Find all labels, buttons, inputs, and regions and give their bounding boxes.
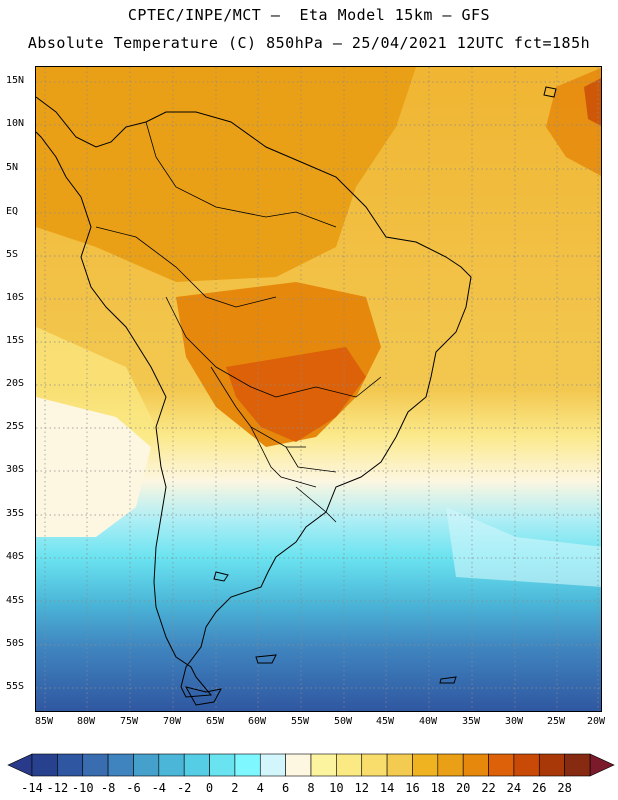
legend-tick-label: 4 xyxy=(257,781,264,795)
legend-tick-label: 8 xyxy=(307,781,314,795)
lat-label: 20S xyxy=(6,378,25,389)
lat-label: 35S xyxy=(6,508,25,519)
legend-swatch xyxy=(310,753,337,777)
legend-swatch xyxy=(336,753,363,777)
legend-swatch xyxy=(412,753,439,777)
lon-label: 70W xyxy=(162,716,182,727)
pale-zone-pacific xyxy=(36,397,151,537)
hot-zone-east-atlantic xyxy=(584,78,601,126)
legend-tick-label: 14 xyxy=(380,781,394,795)
legend-swatch xyxy=(183,753,210,777)
legend-tick-label: -10 xyxy=(72,781,94,795)
lat-label: 45S xyxy=(6,595,25,606)
lon-label: 65W xyxy=(205,716,225,727)
legend-tick-label: -14 xyxy=(21,781,43,795)
model-title: CPTEC/INPE/MCT – Eta Model 15km – GFS xyxy=(127,6,491,24)
legend-tick-label: 26 xyxy=(532,781,546,795)
legend-tick-label: 28 xyxy=(557,781,571,795)
legend-swatch xyxy=(361,753,388,777)
lon-label: 75W xyxy=(119,716,139,727)
legend-swatch xyxy=(462,753,489,777)
lon-label: 60W xyxy=(247,716,267,727)
field-title: Absolute Temperature (C) 850hPa – 25/04/… xyxy=(27,34,591,52)
lon-label: 35W xyxy=(461,716,481,727)
lat-label: 10S xyxy=(6,292,25,303)
temperature-map xyxy=(35,66,602,712)
legend-tick-label: 10 xyxy=(329,781,343,795)
legend-swatch xyxy=(57,753,84,777)
legend-swatch xyxy=(538,753,565,777)
legend-tick-label: 22 xyxy=(481,781,495,795)
lon-label: 55W xyxy=(290,716,310,727)
legend-tick-label: -4 xyxy=(152,781,166,795)
legend-swatch xyxy=(285,753,312,777)
legend-tick-label: 18 xyxy=(431,781,445,795)
color-legend: -14 -12 -10 -8 -6 -4 -2 0 2 4 6 8 10 12 14 16 18 20 22 24 26… xyxy=(7,753,615,795)
hot-zone-central xyxy=(226,347,366,442)
legend-tick-label: -12 xyxy=(47,781,69,795)
legend-tick-label: -2 xyxy=(177,781,191,795)
legend-swatch xyxy=(564,753,591,777)
legend-swatch xyxy=(386,753,413,777)
legend-swatch xyxy=(513,753,540,777)
legend-swatch xyxy=(31,753,58,777)
lon-label: 50W xyxy=(333,716,353,727)
legend-over-arrow xyxy=(589,753,615,777)
lon-label: 40W xyxy=(418,716,438,727)
legend-tick-label: 0 xyxy=(206,781,213,795)
legend-tick-label: 20 xyxy=(456,781,470,795)
legend-tick-label: -8 xyxy=(101,781,115,795)
legend-swatch xyxy=(133,753,160,777)
legend-tick-label: 6 xyxy=(282,781,289,795)
legend-tick-label: 16 xyxy=(405,781,419,795)
lon-label: 80W xyxy=(76,716,96,727)
warm-zone-north xyxy=(36,67,416,282)
graticule xyxy=(36,67,601,711)
lat-label: 25S xyxy=(6,421,25,432)
lat-label: 30S xyxy=(6,464,25,475)
lon-label: 45W xyxy=(375,716,395,727)
lat-label: 55S xyxy=(6,681,25,692)
legend-swatch xyxy=(158,753,185,777)
lat-label: 50S xyxy=(6,638,25,649)
legend-swatch xyxy=(259,753,286,777)
legend-tick-label: -6 xyxy=(126,781,140,795)
coastline xyxy=(36,86,557,706)
legend-tick-label: 2 xyxy=(231,781,238,795)
legend-tick-label: 12 xyxy=(355,781,369,795)
legend-swatch xyxy=(107,753,134,777)
lat-label: 15S xyxy=(6,335,25,346)
lat-label: 5S xyxy=(6,249,19,260)
lat-label: 15N xyxy=(6,75,25,86)
lat-label: 5N xyxy=(6,162,19,173)
legend-swatch xyxy=(209,753,236,777)
lat-label: EQ xyxy=(6,206,19,217)
legend-swatch xyxy=(437,753,464,777)
lon-label: 20W xyxy=(586,716,606,727)
lon-label: 85W xyxy=(34,716,54,727)
legend-swatch xyxy=(234,753,261,777)
lon-label: 30W xyxy=(504,716,524,727)
legend-swatch xyxy=(82,753,109,777)
lat-label: 10N xyxy=(6,118,25,129)
lat-label: 40S xyxy=(6,551,25,562)
map-canvas xyxy=(36,67,601,711)
legend-swatch xyxy=(488,753,515,777)
cool-zone-south xyxy=(446,507,601,587)
legend-under-arrow xyxy=(7,753,33,777)
lon-label: 25W xyxy=(546,716,566,727)
country-borders xyxy=(95,121,382,523)
legend-tick-label: 24 xyxy=(507,781,521,795)
